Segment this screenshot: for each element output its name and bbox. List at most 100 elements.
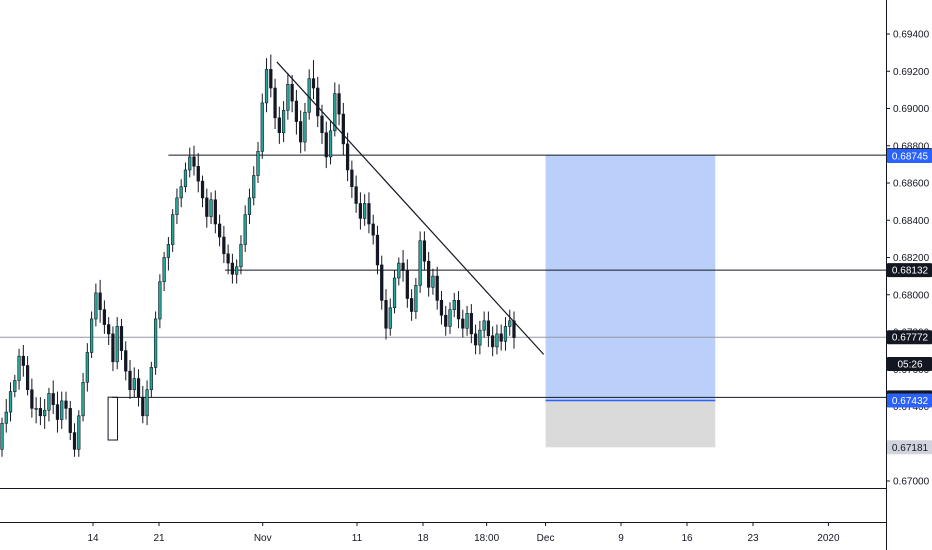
candle-down — [269, 69, 273, 89]
candle-down — [461, 318, 465, 329]
candle-down — [102, 309, 107, 325]
candle-up — [47, 393, 51, 411]
candle-down — [444, 314, 448, 327]
x-tick-label: 16 — [681, 533, 693, 544]
candle-up — [153, 318, 158, 368]
candle-up — [209, 199, 213, 217]
candle-up — [34, 408, 38, 410]
price-tag — [887, 357, 932, 372]
x-tick-label: 18:00 — [474, 533, 499, 544]
price-tag — [887, 263, 932, 278]
x-tick-label: 18 — [417, 533, 429, 544]
candle-up — [414, 285, 418, 312]
candle-up — [17, 355, 21, 381]
candle-down — [469, 313, 473, 335]
candle-up — [188, 156, 192, 171]
candle-up — [243, 214, 247, 245]
candle-up — [0, 422, 4, 450]
candle-down — [384, 300, 388, 329]
candle-down — [427, 260, 431, 288]
candle-up — [256, 151, 260, 176]
price-tag-label: 0.67181 — [892, 443, 929, 454]
candle-down — [25, 365, 30, 391]
y-tick-label: 0.68800 — [893, 141, 930, 152]
candle-up — [4, 411, 8, 424]
candle-up — [179, 186, 183, 199]
candle-up — [235, 266, 239, 275]
candle-up — [43, 409, 47, 417]
price-tag-label: 0.68745 — [892, 151, 929, 162]
candle-down — [55, 404, 60, 420]
candle-down — [51, 393, 55, 405]
y-tick-label: 0.68000 — [893, 290, 930, 301]
candle-up — [264, 69, 269, 104]
candle-up — [328, 130, 333, 158]
candle-up — [431, 275, 435, 288]
candle-up — [333, 93, 337, 132]
candle-up — [508, 320, 512, 327]
candle-down — [141, 396, 145, 417]
candle-down — [21, 355, 25, 366]
x-tick-label: 9 — [618, 533, 624, 544]
candle-up — [60, 400, 64, 420]
candle-down — [277, 117, 281, 134]
candle-down — [290, 83, 294, 102]
y-tick-label: 0.68600 — [893, 179, 930, 190]
candle-down — [401, 262, 405, 271]
candle-up — [183, 169, 188, 188]
candle-down — [124, 350, 128, 372]
candle-up — [89, 318, 94, 353]
candle-up — [363, 203, 367, 219]
candle-down — [111, 333, 115, 363]
y-tick-label: 0.69200 — [893, 67, 930, 78]
candle-up — [115, 326, 119, 363]
price-tag-label: 0.68132 — [892, 266, 929, 277]
candle-down — [491, 335, 495, 348]
candle-up — [303, 111, 307, 143]
candle-down — [358, 203, 363, 219]
trendline — [276, 61, 545, 355]
candle-down — [98, 292, 102, 310]
price-tag-label: 0.67432 — [892, 396, 929, 407]
candle-up — [281, 110, 286, 134]
candle-down — [354, 186, 358, 204]
y-tick-label: 0.68200 — [893, 253, 930, 264]
candle-down — [316, 87, 320, 117]
candle-up — [132, 378, 136, 391]
candle-up — [286, 83, 290, 111]
candle-down — [320, 115, 324, 134]
price-tag — [887, 330, 932, 345]
candle-down — [68, 408, 72, 433]
candle-down — [222, 236, 226, 255]
y-tick-label: 0.68400 — [893, 216, 930, 227]
candle-down — [439, 300, 444, 316]
candle-down — [136, 378, 141, 398]
candle-up — [175, 197, 179, 215]
candle-down — [72, 432, 77, 450]
candle-down — [405, 270, 409, 299]
y-tick-label: 0.67000 — [893, 477, 930, 488]
candle-up — [388, 307, 392, 329]
candle-down — [213, 199, 217, 225]
candle-up — [482, 320, 486, 331]
x-tick-label: 2020 — [817, 533, 840, 544]
candle-up — [247, 197, 252, 215]
candle-down — [324, 132, 328, 158]
y-tick-label: 0.69400 — [893, 30, 930, 41]
candle-up — [94, 292, 98, 320]
candle-up — [145, 389, 149, 417]
candle-down — [200, 180, 205, 199]
candle-down — [456, 300, 461, 320]
candle-down — [486, 320, 491, 337]
candle-down — [299, 121, 303, 143]
candle-down — [128, 370, 132, 391]
candle-up — [158, 281, 162, 320]
candle-down — [226, 253, 230, 264]
price-tag — [887, 440, 932, 455]
candle-up — [397, 262, 401, 279]
candle-down — [230, 262, 235, 275]
wick-box — [107, 396, 119, 441]
candle-down — [350, 169, 354, 188]
